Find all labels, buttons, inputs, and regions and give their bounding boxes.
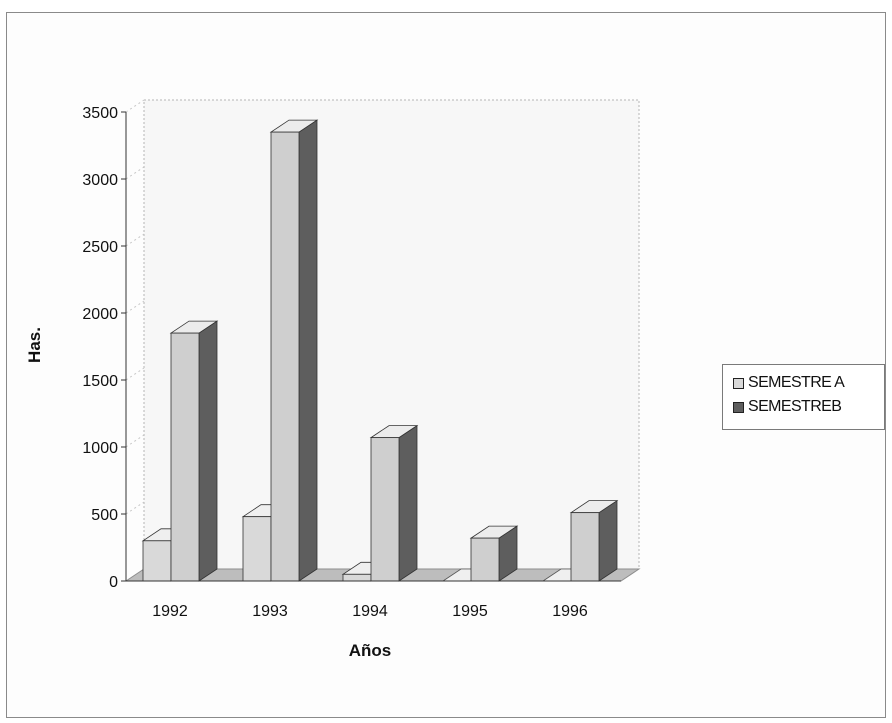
x-axis: 1992 1993 1994 1995 1996 xyxy=(126,580,621,620)
bar-series-b xyxy=(569,499,619,582)
bar-series-b xyxy=(369,424,419,582)
legend-item-series-a: SEMESTRE A xyxy=(733,371,884,395)
x-tick-label: 1995 xyxy=(452,603,488,620)
y-tick-label: 1000 xyxy=(82,440,118,457)
y-tick-label: 2500 xyxy=(82,239,118,256)
legend-swatch-series-b xyxy=(733,401,744,413)
legend-label-series-b: SEMESTREB xyxy=(748,398,842,415)
gridline xyxy=(125,367,145,381)
legend-label-series-a: SEMESTRE A xyxy=(748,374,845,391)
legend-item-series-b: SEMESTREB xyxy=(733,395,884,419)
y-axis-label: Has. xyxy=(25,327,44,363)
x-tick-label: 1994 xyxy=(352,603,388,620)
x-tick-label: 1996 xyxy=(552,603,588,620)
gridline xyxy=(125,99,145,113)
y-tick-label: 2000 xyxy=(82,306,118,323)
legend: SEMESTRE A SEMESTREB xyxy=(722,364,885,430)
y-tick-label: 0 xyxy=(109,574,118,591)
gridline xyxy=(125,501,145,515)
y-tick-label: 3000 xyxy=(82,172,118,189)
bar-series-b xyxy=(269,119,319,582)
bar-series-b xyxy=(469,525,519,582)
legend-swatch-series-a xyxy=(733,377,744,389)
gridline xyxy=(125,434,145,448)
bar-series-b xyxy=(169,320,219,582)
gridline xyxy=(125,233,145,247)
gridline xyxy=(125,166,145,180)
y-tick-label: 3500 xyxy=(82,105,118,122)
x-tick-label: 1993 xyxy=(252,603,288,620)
gridline xyxy=(125,300,145,314)
y-axis: 0 500 1000 1500 2000 2500 3000 3500 xyxy=(82,105,127,591)
bars xyxy=(141,119,619,582)
y-tick-label: 1500 xyxy=(82,373,118,390)
gridlines xyxy=(125,99,145,515)
y-tick-label: 500 xyxy=(91,507,118,524)
x-axis-label: Años xyxy=(349,641,392,660)
x-tick-label: 1992 xyxy=(152,603,188,620)
